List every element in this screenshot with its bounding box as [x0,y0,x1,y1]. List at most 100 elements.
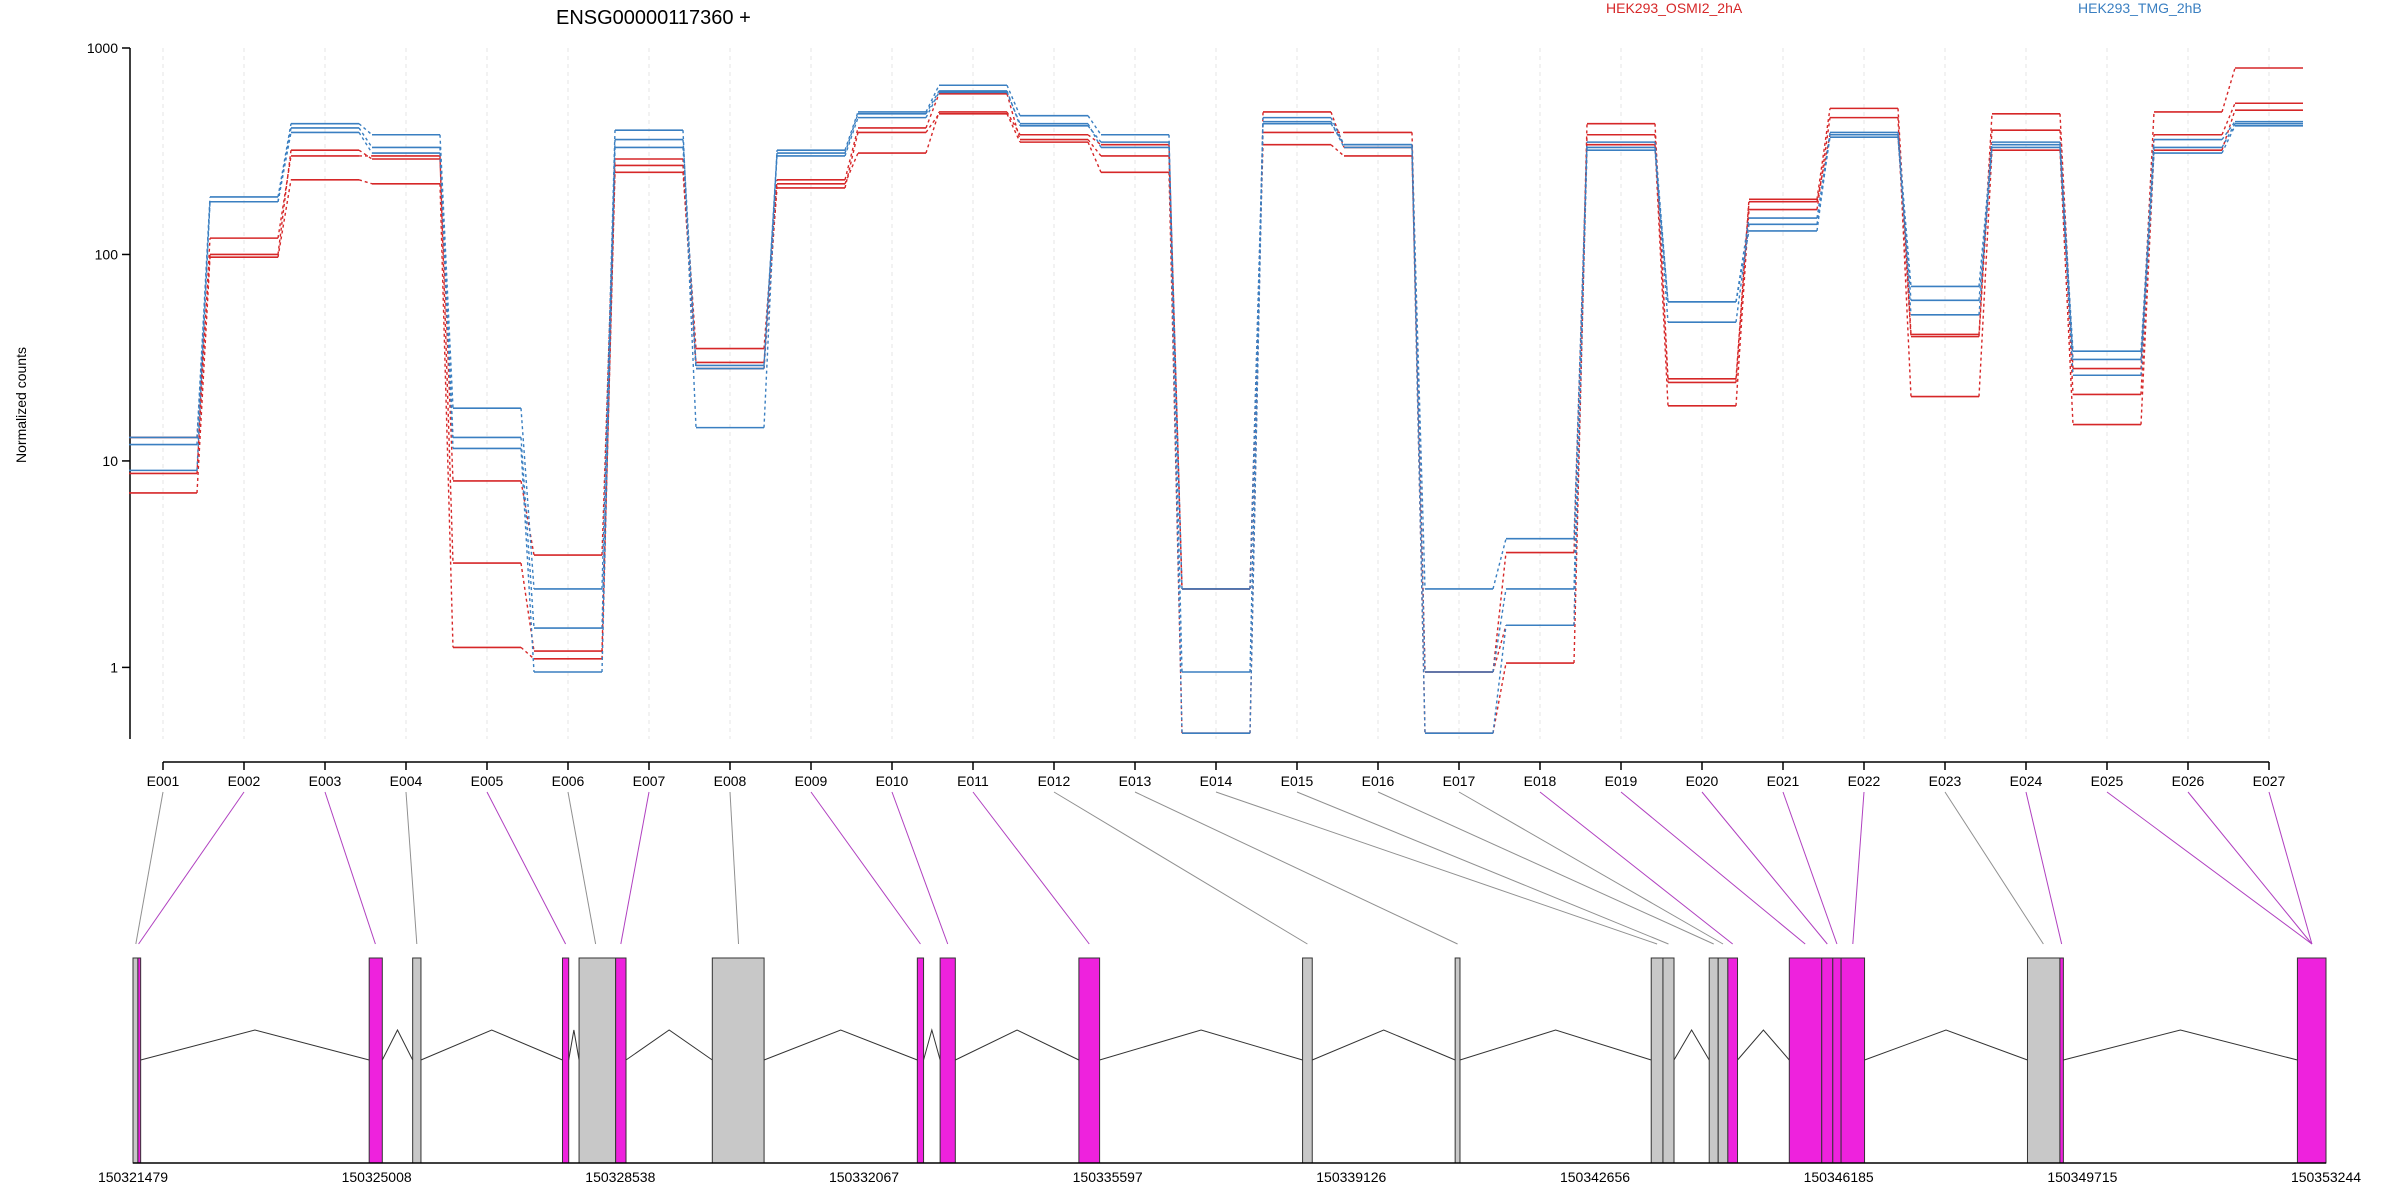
exon-box [137,957,142,1164]
series-connector [925,90,940,115]
series-connector [1897,132,1912,287]
exon-box [1821,957,1834,1164]
series-connector [1330,121,1345,148]
series-connector [601,130,616,589]
intron-line [1312,1029,1456,1061]
series-connector [520,448,535,673]
genomic-axis: 150321479 150325008 150328538 150332067 1503… [98,1162,2361,1185]
intron-line [625,1029,713,1061]
series-connector [358,179,373,185]
exon-connector [1852,791,1865,945]
series-connector [439,183,454,648]
y-tick-label: 10 [102,453,118,469]
exon-box [711,957,765,1164]
series-connector [1168,142,1183,589]
series-connector [1573,150,1588,626]
series-connector [682,147,697,369]
series-connector [925,93,940,129]
intron-line [1737,1029,1790,1061]
x-axis-exons: E001 E002 E003 E004 E005 E006 E007 E008 E009 E010… [147,761,2286,789]
exon-connector [1620,791,1806,945]
exon-connector [1215,791,1658,945]
exon-box [916,957,925,1164]
x-tick-label: E022 [1848,773,1881,789]
series-connector [1897,134,1912,315]
exon-box [1662,957,1675,1164]
genomic-tick-label: 150353244 [2291,1169,2361,1185]
series-connector [844,127,859,180]
grid-lines [162,48,2270,739]
series-connector [1006,93,1021,140]
series-connector [439,155,454,564]
exon-box [1727,957,1739,1164]
series-connector [196,201,211,471]
series-connector [1978,150,1993,397]
series-connector [1330,144,1345,157]
x-tick-label: E012 [1038,773,1071,789]
series-connector [2221,123,2236,148]
series-connector [844,117,859,157]
exon-box [1788,957,1823,1164]
series-connector [1249,123,1264,589]
series-line [129,91,2303,735]
intron-line [568,1029,580,1061]
exon-connector [135,791,164,945]
exon-connector [324,791,376,945]
series-connector [844,111,859,151]
series-connector [1654,150,1669,302]
series-connector [1492,625,1507,734]
exon-box [1708,957,1719,1164]
exon-connector [2025,791,2063,945]
exon-connector [486,791,567,945]
series-connector [277,123,292,198]
series-connector [1087,134,1102,146]
series-connector [277,179,292,258]
exon-box [939,957,956,1164]
exon-box [368,957,383,1164]
series-connector [925,111,940,154]
exon-box [561,957,570,1164]
exon-box [1302,957,1313,1164]
series-connector [520,408,535,589]
legend-entry-tmg: HEK293_TMG_2hB [2078,0,2202,16]
series-connector [358,123,373,136]
x-tick-label: E018 [1524,773,1557,789]
series-connector [1006,90,1021,127]
series-connector [1654,144,1669,406]
series-connector [2140,150,2155,425]
x-tick-label: E016 [1362,773,1395,789]
exon-connector [1782,791,1838,945]
series-connector [925,92,940,118]
series-connector [2140,111,2155,369]
series-connector [2221,121,2236,141]
intron-line [1673,1029,1710,1061]
x-tick-label: E009 [795,773,828,789]
exon-box [1840,957,1866,1164]
exon-connector [405,791,418,945]
legend-entry-osmi2: HEK293_OSMI2_2hA [1606,0,1743,16]
x-tick-label: E008 [714,773,747,789]
series-connector [1006,113,1021,143]
x-tick-label: E002 [228,773,261,789]
exon-connector [2187,791,2313,945]
x-tick-label: E025 [2091,773,2124,789]
intron-line [955,1029,1080,1061]
exon-connector [810,791,921,945]
exon-box [132,957,139,1164]
exon-box [1832,957,1842,1164]
series-connector [1654,147,1669,323]
x-tick-label: E019 [1605,773,1638,789]
series-connector [196,201,211,445]
series-connector [2140,152,2155,376]
genomic-tick-label: 150332067 [829,1169,899,1185]
series-connector [2221,125,2236,154]
genomic-tick-label: 150321479 [98,1169,168,1185]
intron-line [1864,1029,2028,1061]
series-connector [2059,150,2074,425]
exon-connector [1944,791,2044,945]
x-tick-label: E024 [2010,773,2043,789]
x-tick-label: E026 [2172,773,2205,789]
exon-connector [891,791,949,945]
chart-title: ENSG00000117360 + [556,7,751,29]
series-lines [129,67,2303,735]
